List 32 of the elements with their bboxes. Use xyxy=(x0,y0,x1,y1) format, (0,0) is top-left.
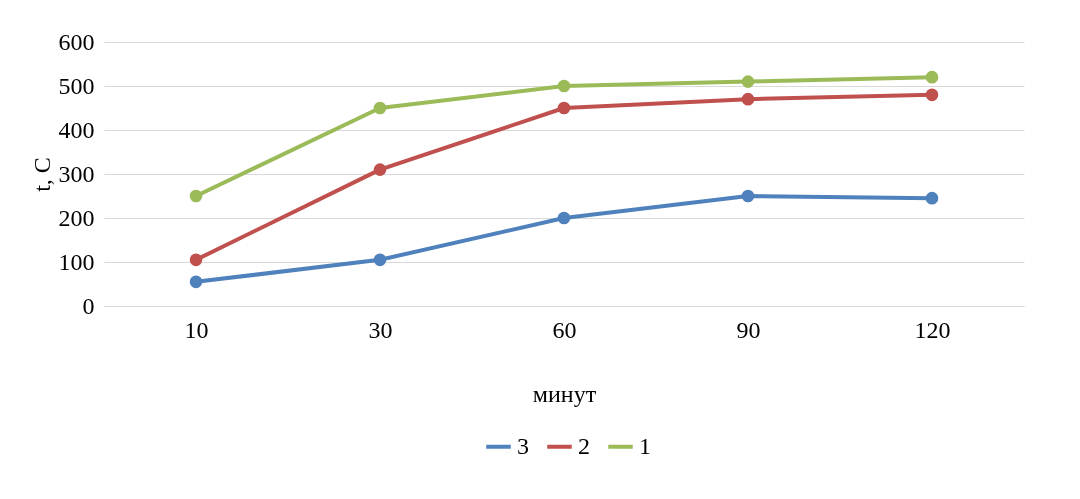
y-axis-title: t, C xyxy=(28,157,55,192)
point xyxy=(373,163,387,176)
legend-label: 3 xyxy=(517,432,529,459)
x-tick-label: 120 xyxy=(914,316,951,343)
legend-label: 1 xyxy=(639,432,651,459)
x-axis-title: минут xyxy=(532,380,597,407)
x-tick-label: 30 xyxy=(368,316,393,343)
point xyxy=(741,189,755,203)
legend-label: 2 xyxy=(578,432,590,459)
point xyxy=(925,70,939,84)
x-tick-label: 10 xyxy=(184,316,209,343)
point xyxy=(741,92,755,106)
point xyxy=(373,101,387,115)
y-tick-label: 300 xyxy=(58,160,95,187)
point xyxy=(557,101,571,115)
point xyxy=(925,191,939,205)
x-tick-label: 60 xyxy=(552,316,577,343)
point xyxy=(189,189,203,203)
x-tick-label: 90 xyxy=(736,316,761,343)
y-tick-label: 200 xyxy=(58,204,95,231)
point xyxy=(925,88,939,102)
point xyxy=(189,253,203,267)
point xyxy=(373,253,387,267)
y-tick-label: 0 xyxy=(82,292,95,319)
y-tick-label: 100 xyxy=(58,248,95,275)
y-tick-label: 600 xyxy=(58,28,95,55)
y-tick-label: 500 xyxy=(58,72,95,99)
point xyxy=(557,211,571,225)
point xyxy=(189,275,203,289)
y-tick-label: 400 xyxy=(58,116,95,143)
point xyxy=(557,79,571,93)
point xyxy=(741,75,755,88)
